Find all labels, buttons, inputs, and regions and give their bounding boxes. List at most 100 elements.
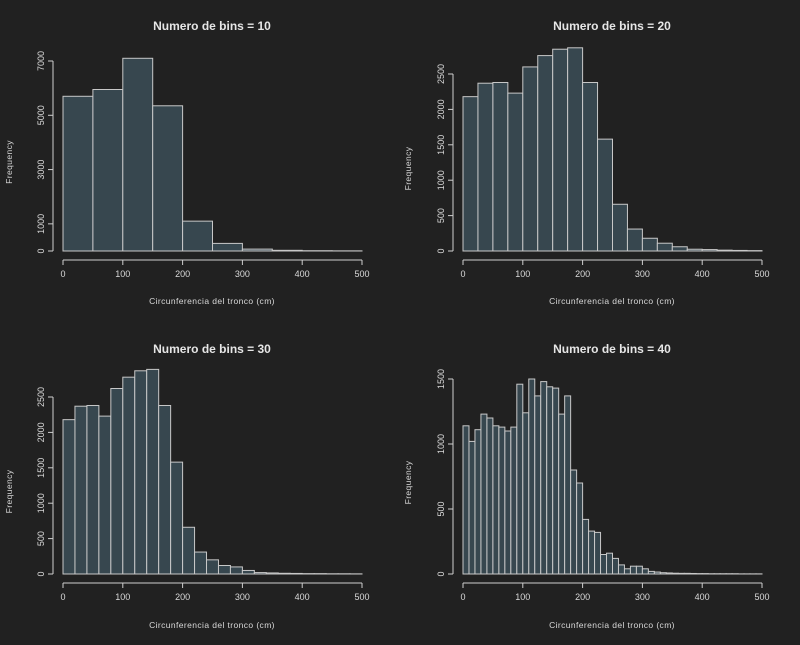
histogram-bar bbox=[576, 482, 584, 575]
histogram-bar bbox=[277, 572, 291, 575]
y-tick-label: 1500 bbox=[436, 369, 446, 389]
x-tick-label: 100 bbox=[115, 592, 130, 602]
histogram-bar bbox=[492, 425, 500, 575]
y-tick-label: 1000 bbox=[436, 170, 446, 190]
y-tick-label: 2500 bbox=[436, 64, 446, 84]
y-tick-label: 1000 bbox=[36, 214, 46, 234]
histogram-bar bbox=[677, 572, 685, 575]
histogram-bar bbox=[516, 383, 524, 575]
histogram-bar bbox=[671, 572, 679, 575]
histogram-bar bbox=[582, 518, 590, 575]
histogram-bar bbox=[241, 569, 255, 575]
histogram-bar bbox=[289, 572, 303, 575]
x-tick-label: 0 bbox=[460, 269, 465, 279]
y-tick-label: 2000 bbox=[436, 99, 446, 119]
histogram-bar bbox=[480, 413, 488, 575]
x-tick-label: 0 bbox=[460, 592, 465, 602]
histogram-bar bbox=[641, 568, 649, 575]
histogram-bar bbox=[507, 92, 524, 252]
x-tick-label: 200 bbox=[175, 269, 190, 279]
y-tick-label: 0 bbox=[436, 571, 446, 576]
histogram-bar bbox=[647, 570, 655, 575]
histogram-bar bbox=[594, 531, 602, 575]
x-tick-label: 300 bbox=[235, 269, 250, 279]
y-axis-label: Frequency bbox=[403, 146, 413, 190]
histogram-bar bbox=[62, 419, 76, 575]
y-tick-label: 5000 bbox=[36, 105, 46, 125]
histogram-bar bbox=[152, 105, 184, 252]
histogram-bar bbox=[540, 381, 548, 575]
histogram-bar bbox=[731, 249, 748, 252]
histogram-bar bbox=[98, 415, 112, 575]
histogram-bar bbox=[641, 237, 658, 252]
histogram-bar bbox=[462, 96, 479, 252]
x-axis-label: Circunferencia del tronco (cm) bbox=[149, 296, 275, 306]
x-tick-label: 500 bbox=[754, 269, 769, 279]
histogram-bar bbox=[522, 66, 539, 252]
y-axis-label: Frequency bbox=[4, 469, 14, 513]
histogram-bar bbox=[623, 568, 631, 575]
x-tick-label: 0 bbox=[60, 269, 65, 279]
x-tick-label: 400 bbox=[695, 269, 710, 279]
x-axis-label: Circunferencia del tronco (cm) bbox=[549, 620, 675, 630]
x-axis-label: Circunferencia del tronco (cm) bbox=[149, 620, 275, 630]
x-tick-label: 300 bbox=[235, 592, 250, 602]
histogram-bar bbox=[689, 572, 697, 575]
x-tick-label: 400 bbox=[695, 592, 710, 602]
x-tick-label: 500 bbox=[754, 592, 769, 602]
histogram-bar bbox=[656, 242, 673, 252]
x-tick-label: 0 bbox=[60, 592, 65, 602]
y-tick-label: 0 bbox=[36, 571, 46, 576]
chart-title: Numero de bins = 30 bbox=[153, 342, 271, 356]
histogram-bar bbox=[552, 387, 560, 575]
histogram-bar bbox=[110, 388, 124, 575]
histogram-bar bbox=[570, 469, 578, 575]
histogram-bar bbox=[504, 430, 512, 575]
histogram-bar bbox=[229, 566, 243, 575]
histogram-bar bbox=[510, 426, 518, 575]
histogram-bar bbox=[486, 417, 494, 575]
histogram-bar bbox=[468, 440, 476, 575]
histogram-bar bbox=[146, 368, 160, 575]
histogram-bar bbox=[498, 426, 506, 575]
histogram-bar bbox=[492, 81, 509, 252]
x-tick-label: 100 bbox=[515, 592, 530, 602]
y-tick-label: 1500 bbox=[36, 458, 46, 478]
y-tick-label: 2500 bbox=[36, 387, 46, 407]
histogram-bar bbox=[217, 565, 231, 575]
histogram-bar bbox=[683, 572, 691, 575]
chart-title: Numero de bins = 20 bbox=[553, 19, 671, 33]
histogram-bar bbox=[600, 554, 608, 575]
y-tick-label: 0 bbox=[36, 248, 46, 253]
y-tick-label: 0 bbox=[436, 248, 446, 253]
histogram-bar bbox=[182, 220, 214, 252]
histogram-bar bbox=[635, 565, 643, 575]
histogram-bar bbox=[537, 55, 554, 252]
y-axis-label: Frequency bbox=[4, 140, 14, 184]
y-tick-label: 2000 bbox=[36, 422, 46, 442]
histogram-bar bbox=[701, 249, 718, 252]
x-tick-label: 500 bbox=[354, 592, 369, 602]
y-tick-label: 500 bbox=[436, 501, 446, 516]
histogram-bar bbox=[686, 248, 703, 252]
histogram-panel-bins-40: 0 100 200 300 400 500 0 500 1000 1500 Numero de bi… bbox=[403, 342, 770, 630]
y-tick-label: 1000 bbox=[36, 493, 46, 513]
histogram-bar bbox=[612, 557, 619, 575]
histogram-bar bbox=[134, 370, 148, 575]
histogram-panel-bins-10: 0 100 200 300 400 50001000300050007000Numero … bbox=[4, 19, 370, 306]
histogram-bar bbox=[612, 203, 628, 252]
y-tick-label: 500 bbox=[436, 208, 446, 223]
chart-title: Numero de bins = 40 bbox=[553, 342, 671, 356]
histogram-bar bbox=[522, 412, 530, 575]
histogram-bar bbox=[474, 429, 482, 575]
histogram-bar bbox=[567, 47, 584, 252]
histogram-bar bbox=[659, 572, 667, 575]
histogram-panel-bins-20: 0 100 200 300 400 500 0 500 1000 1500 2000 2500 Nume… bbox=[403, 19, 770, 306]
histogram-panel-bins-30: 0 100 200 300 400 500 0 500 1000 1500 2000 2500 Nume… bbox=[4, 342, 370, 630]
histogram-bar bbox=[194, 551, 208, 575]
histogram-bar bbox=[606, 552, 614, 575]
histogram-bar bbox=[626, 228, 643, 252]
histogram-bar bbox=[158, 404, 172, 575]
histogram-bar bbox=[528, 378, 536, 575]
